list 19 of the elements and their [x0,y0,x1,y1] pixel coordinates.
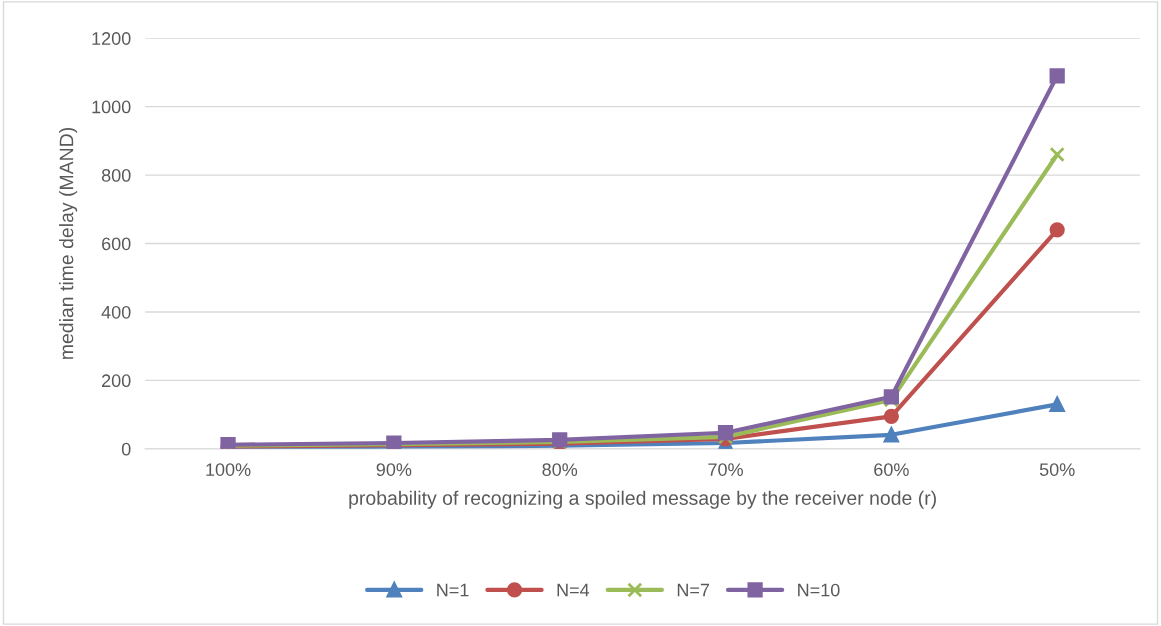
x-tick-label: 60% [874,463,909,476]
y-tick-label: 1000 [92,100,131,114]
x-axis-title: probability of recognizing a spoiled message by the receiver node (r) [349,490,936,509]
y-tick-label: 200 [102,374,131,388]
x-tick-label: 100% [206,463,251,476]
y-tick-label: 0 [121,442,131,456]
y-tick-label: 1200 [92,32,131,45]
legend-label: N=1 [437,583,469,597]
x-tick-label: 90% [376,463,412,476]
legend-label: N=4 [557,583,590,597]
legend-label: N=10 [798,583,840,597]
legend-label: N=7 [677,583,710,597]
y-tick-label: 600 [102,237,131,251]
x-tick-label: 50% [1039,463,1075,476]
y-tick-label: 800 [101,169,131,182]
y-axis-title: median time delay (MAND) [59,128,78,359]
x-tick-label: 80% [542,463,578,476]
y-tick-label: 400 [101,305,131,319]
x-tick-label: 70% [708,463,743,476]
